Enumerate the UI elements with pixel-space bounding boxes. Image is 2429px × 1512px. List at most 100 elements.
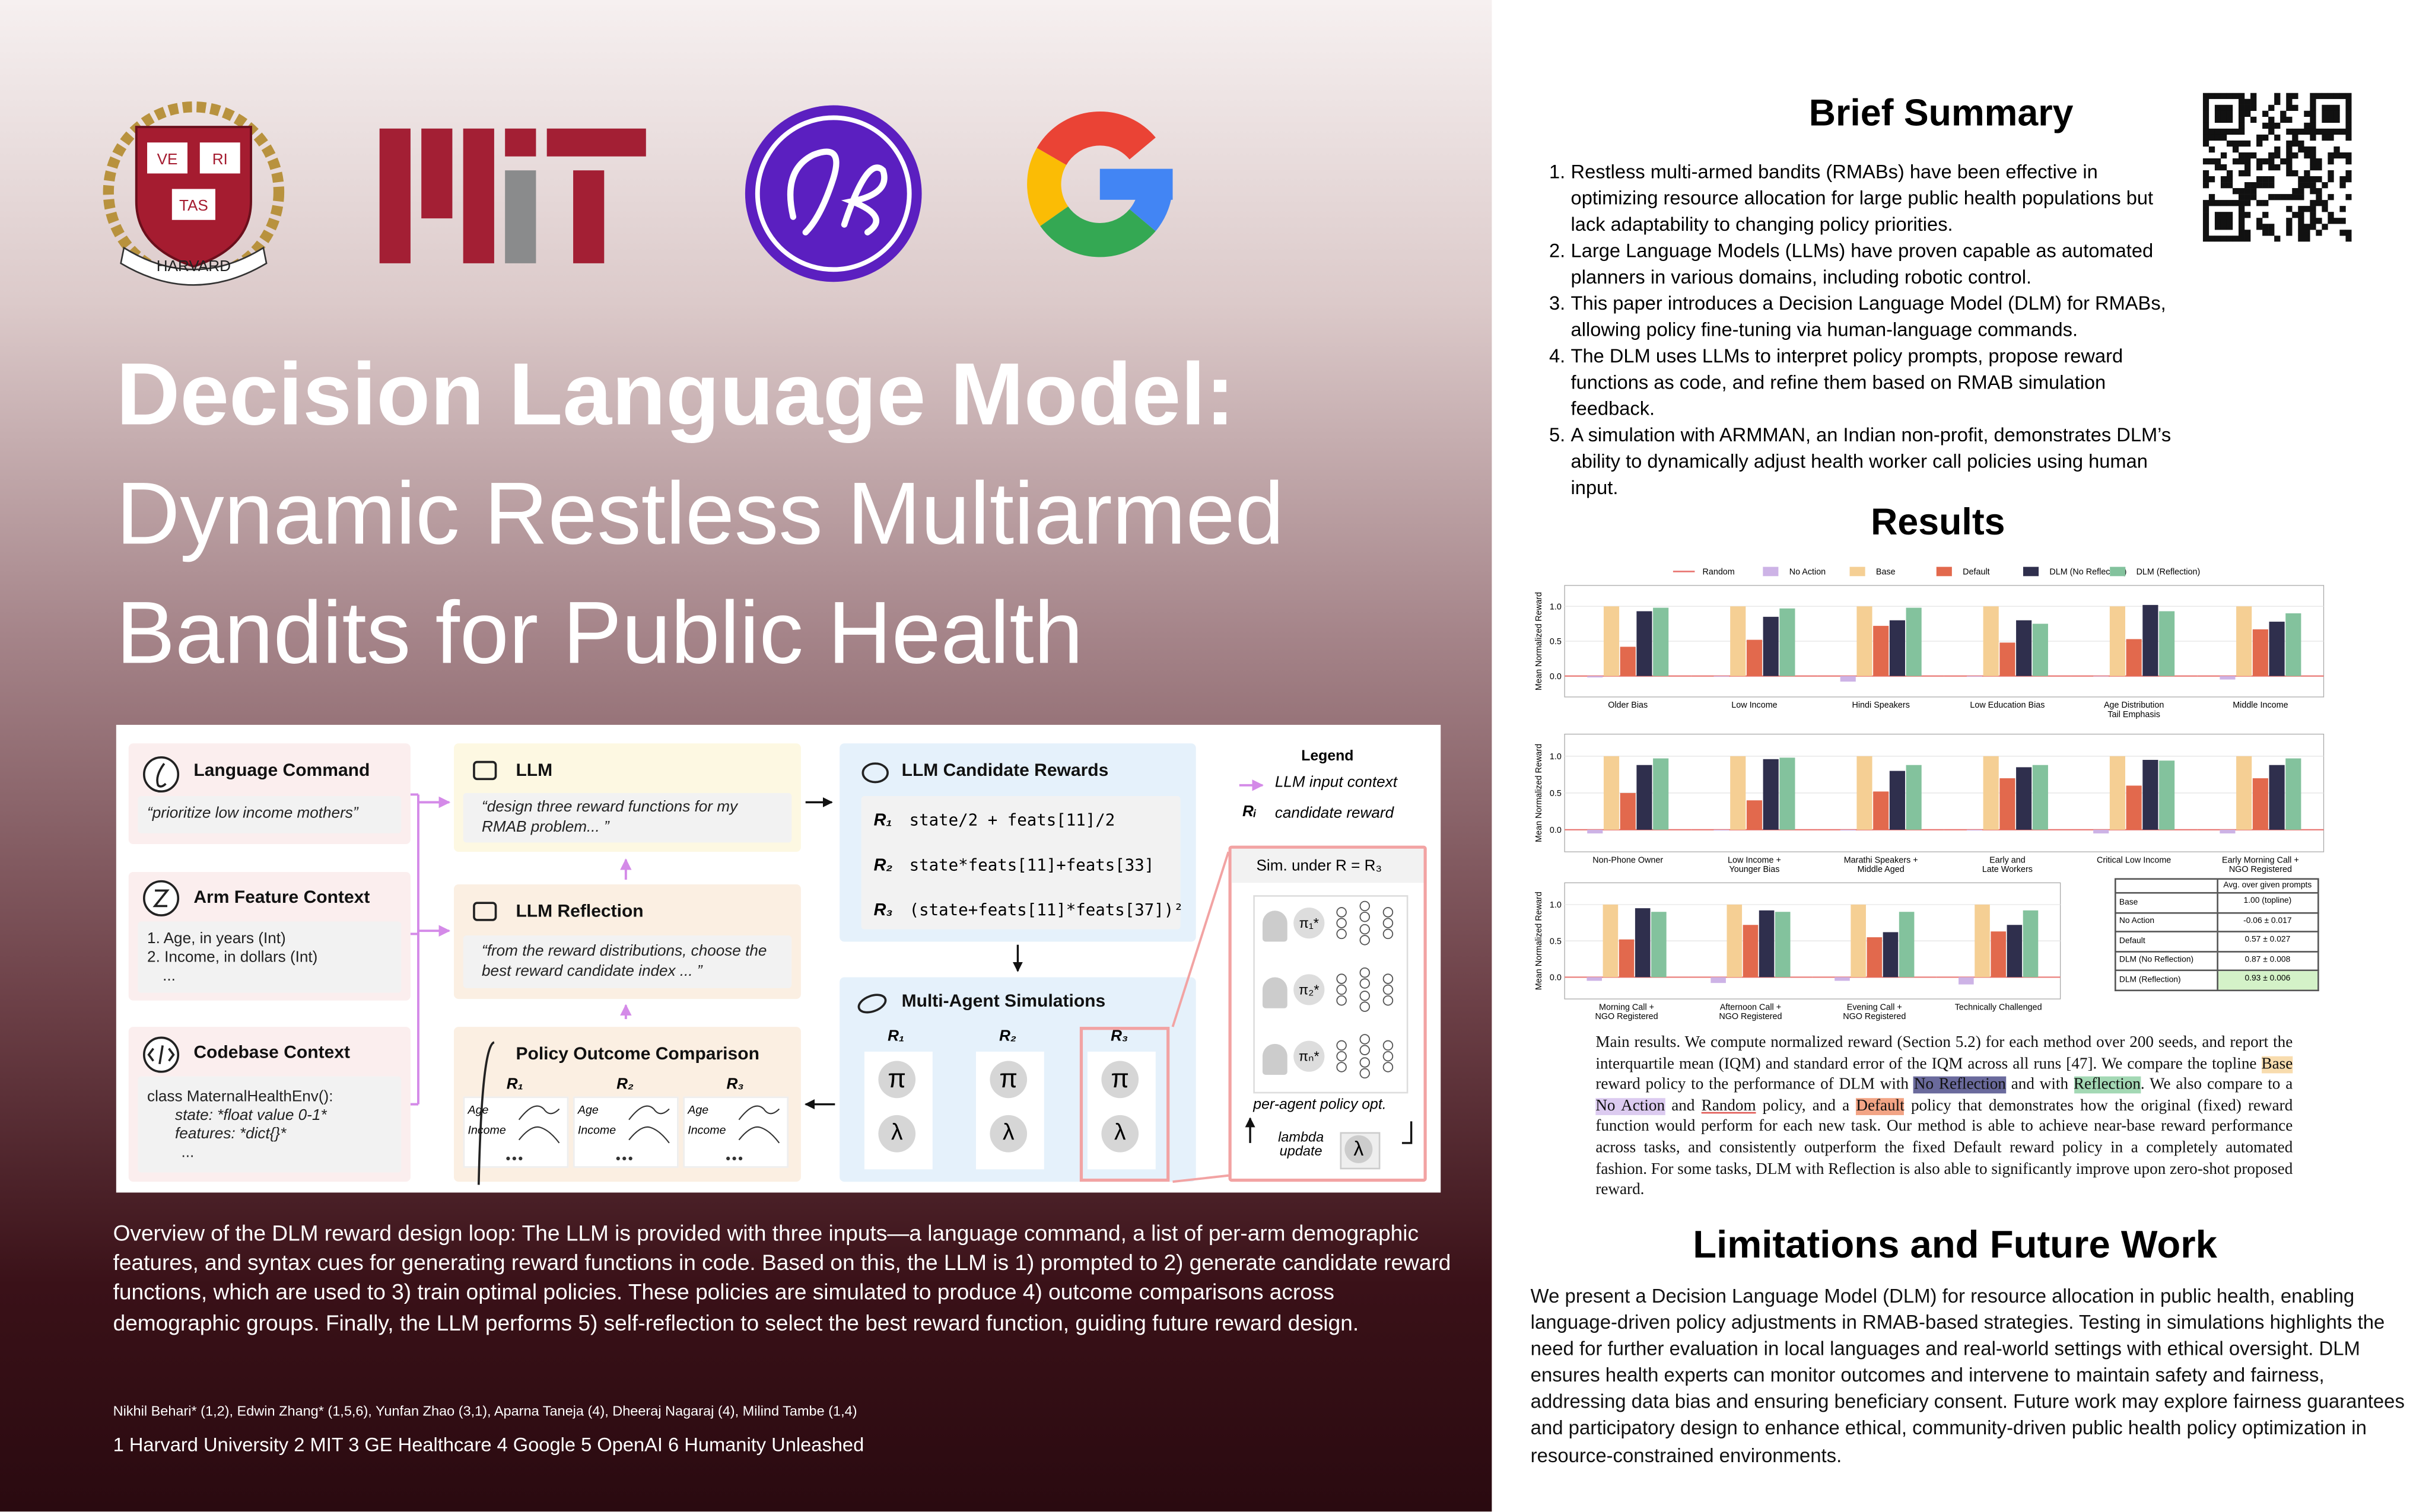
- qr-module: [2202, 110, 2209, 117]
- qr-module: [2238, 152, 2245, 159]
- qr-module: [2304, 110, 2310, 117]
- card: Language Command “prioritize low income …: [128, 743, 411, 844]
- panel: [683, 1096, 789, 1168]
- qr-module: [2310, 224, 2316, 230]
- qr-module: [2286, 158, 2293, 165]
- qr-module: [2328, 152, 2334, 159]
- qr-module: [2244, 200, 2251, 206]
- bar: [2016, 620, 2032, 676]
- qr-module: [2226, 182, 2233, 189]
- logo-arc: [1027, 148, 1069, 227]
- bar: [1835, 977, 1850, 981]
- qr-module: [2322, 134, 2328, 141]
- qr-module: [2232, 128, 2239, 135]
- qr-module: [2339, 206, 2346, 212]
- legend: Legend LLM input context Rᵢ candidate re…: [1224, 743, 1425, 833]
- qr-module: [2310, 93, 2316, 99]
- bar: [2109, 756, 2126, 830]
- card-title: Multi-Agent Simulations: [901, 992, 1106, 1011]
- qr-module: [2310, 116, 2316, 123]
- network: [1336, 967, 1394, 1012]
- qr-module: [2345, 128, 2352, 135]
- person: [1262, 1043, 1287, 1075]
- qr-module: [2238, 93, 2245, 99]
- qr-module: [2274, 152, 2281, 159]
- qr-module: [2220, 152, 2227, 159]
- qr-module: [2333, 152, 2340, 159]
- bar: [1759, 910, 1775, 978]
- node: [1336, 995, 1347, 1006]
- qr-module: [2286, 104, 2293, 111]
- card-text: ...: [163, 967, 176, 985]
- qr-module: [2244, 140, 2251, 147]
- qr-module: [2220, 224, 2227, 230]
- qr-module: [2202, 98, 2209, 105]
- bar: [2285, 613, 2301, 676]
- bar: [1603, 606, 1620, 676]
- qr-code: [2202, 93, 2352, 242]
- legend-swatch: [1849, 566, 1865, 577]
- table-row: No Action -0.06 ± 0.017: [2115, 913, 2319, 932]
- pi: π: [878, 1061, 916, 1099]
- qr-module: [2304, 176, 2310, 183]
- qr-module: [2208, 176, 2215, 183]
- candidate-name: R₂: [873, 856, 893, 876]
- qr-module: [2238, 122, 2245, 129]
- node: [1359, 1045, 1371, 1056]
- bar: [2126, 785, 2142, 830]
- bar: [2236, 606, 2252, 676]
- bar: [1619, 939, 1635, 978]
- qr-module: [2310, 200, 2316, 206]
- panel-row: Income: [577, 1122, 616, 1137]
- bar: [1840, 676, 1856, 682]
- qr-module: [2345, 230, 2352, 236]
- legend-text: LLM input context: [1274, 774, 1397, 792]
- qr-module: [2292, 134, 2298, 141]
- qr-module: [2286, 152, 2293, 159]
- qr-module: [2328, 212, 2334, 218]
- results-text: Main results. We compute normalized rewa…: [1595, 1033, 2293, 1202]
- qr-module: [2220, 212, 2227, 218]
- qr-module: [2328, 194, 2334, 200]
- legend-symbol: Rᵢ: [1242, 804, 1257, 821]
- qr-module: [2202, 170, 2209, 177]
- qr-module: [2310, 212, 2316, 218]
- table-row: Default 0.57 ± 0.027: [2115, 932, 2319, 952]
- mit-logo: [379, 128, 646, 263]
- qr-module: [2280, 194, 2287, 200]
- bar: [1653, 607, 1669, 676]
- x-tick-label: Low Education Bias: [1970, 701, 2045, 710]
- logo-text: HARVARD: [157, 257, 231, 275]
- x-tick-label: Hindi Speakers: [1852, 701, 1910, 710]
- node: [1359, 978, 1371, 989]
- qr-module: [2310, 110, 2316, 117]
- table-header-row: Avg. over given prompts: [2115, 878, 2319, 894]
- qr-module: [2214, 218, 2221, 224]
- qr-module: [2316, 218, 2322, 224]
- network: [1336, 1034, 1394, 1079]
- card-title: LLM: [516, 762, 553, 781]
- qr-module: [2238, 200, 2245, 206]
- node: [1382, 928, 1394, 940]
- qr-module: [2244, 164, 2251, 171]
- qr-module: [2238, 140, 2245, 147]
- qr-module: [2322, 116, 2328, 123]
- bar: [2023, 910, 2039, 978]
- sim-detail: Sim. under R = R₃ π₁* π₂* πₙ* per-agent po…: [1228, 845, 1427, 1182]
- qr-module: [2256, 224, 2263, 230]
- qr-module: [2345, 116, 2352, 123]
- qr-module: [2202, 182, 2209, 189]
- legend-swatch: [2023, 566, 2039, 577]
- pi: π: [990, 1061, 1028, 1099]
- qr-module: [2310, 98, 2316, 105]
- table-cell: DLM (No Reflection): [2119, 956, 2194, 966]
- qr-module: [2298, 176, 2304, 183]
- item-number: 4.: [1549, 345, 1566, 367]
- lambda: λ: [1101, 1115, 1139, 1153]
- item-number: 3.: [1549, 292, 1566, 315]
- bar: [1906, 765, 1922, 830]
- bar: [2252, 629, 2268, 676]
- qr-module: [2256, 158, 2263, 165]
- logo-bar: [1099, 168, 1173, 200]
